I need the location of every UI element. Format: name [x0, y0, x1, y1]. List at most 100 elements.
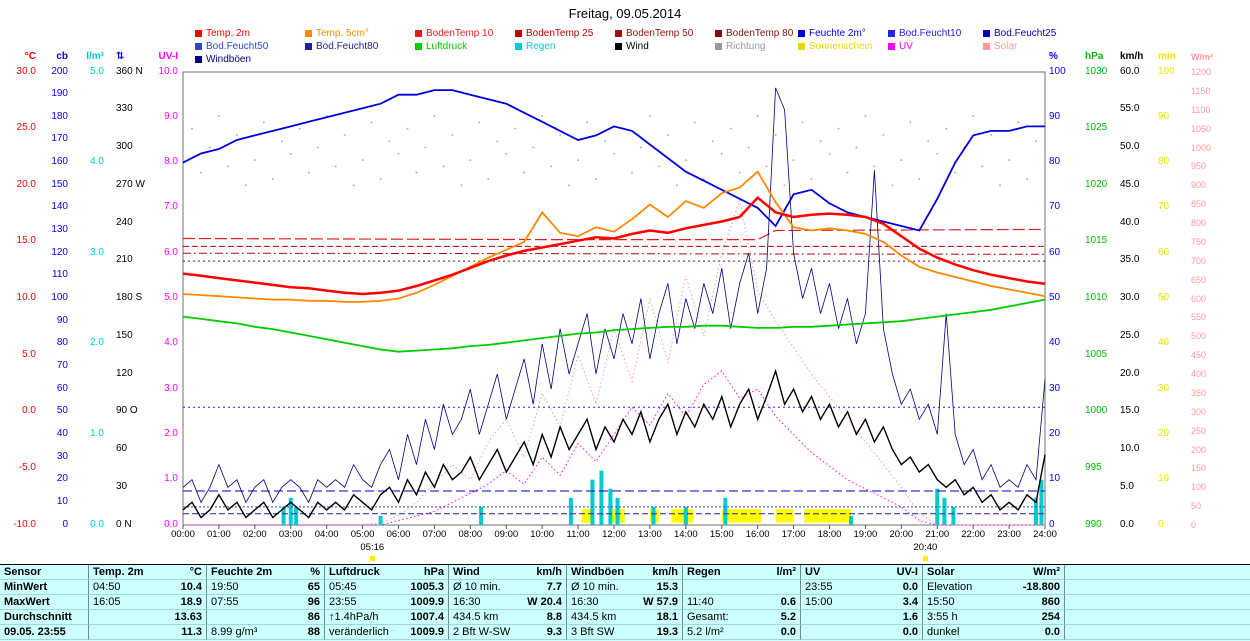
series-richtung — [505, 152, 508, 155]
series-richtung — [352, 184, 355, 187]
legend-item-label: Richtung — [726, 40, 766, 52]
axis-label-cb: 100 — [51, 292, 68, 303]
x-tick-label: 15:00 — [709, 529, 734, 540]
x-tick-label: 02:00 — [242, 529, 267, 540]
axis-label-cb: 80 — [56, 337, 68, 349]
x-tick-label: 01:00 — [207, 529, 231, 540]
series-richtung — [379, 177, 382, 180]
axis-label-dir: 0 N — [116, 518, 132, 530]
series-richtung — [190, 127, 193, 130]
series-richtung — [460, 184, 463, 187]
series-richtung — [846, 171, 849, 174]
series-sonnenschein — [671, 509, 694, 523]
axis-label-sunmin: 10 — [1158, 473, 1170, 485]
axis-label-dir: 150 — [116, 329, 133, 341]
series-richtung — [262, 121, 265, 124]
legend-swatch-icon — [888, 30, 895, 37]
table-cell-label — [682, 580, 746, 595]
table-filler — [1064, 595, 1250, 610]
legend-item-label: Feuchte 2m° — [809, 27, 866, 39]
series-richtung — [334, 165, 337, 168]
x-tick-label: 05:00 — [350, 529, 375, 540]
series-feuchte2m — [182, 89, 1045, 232]
axis-label-pct: 50 — [1049, 292, 1061, 303]
table-cell-value: 96 — [274, 595, 324, 610]
table-cell-label: 434.5 km — [566, 610, 628, 625]
axis-label-wm2: 350 — [1191, 387, 1207, 398]
table-cell-value: W 57.9 — [628, 595, 682, 610]
series-richtung — [199, 171, 202, 174]
plot-border — [182, 71, 1046, 526]
series-richtung — [253, 159, 256, 162]
table-cell-value: 0.0 — [994, 625, 1064, 640]
series-richtung — [226, 165, 229, 168]
table-cell-value: 1.6 — [866, 610, 922, 625]
axis-label-kmh: 0.0 — [1120, 518, 1134, 530]
series-richtung — [280, 140, 283, 143]
axis-label-temp-c: -5.0 — [18, 461, 36, 473]
axis-label-cb: 40 — [56, 427, 68, 439]
axis-label-temp-c: -10.0 — [13, 518, 36, 530]
axis-label-cb: 130 — [51, 224, 68, 236]
series-regen — [615, 497, 620, 525]
table-header-unit: °C — [152, 565, 206, 580]
table-cell-label: 2 Bft W-SW — [448, 625, 510, 640]
legend-item: Bod.Feucht50 — [195, 40, 305, 53]
x-tick-label: 17:00 — [781, 529, 806, 540]
series-regen — [378, 515, 383, 525]
series-richtung — [927, 140, 930, 143]
legend-item-label: Solar — [994, 40, 1018, 52]
axis-label-lm2: 1.0 — [90, 427, 104, 439]
series-wind — [182, 368, 1046, 519]
series-regen — [590, 479, 595, 525]
series-richtung — [433, 115, 436, 118]
axis-label-dir: 240 — [116, 216, 133, 228]
table-header-group: Feuchte 2m — [206, 565, 274, 580]
table-cell-value: 3.4 — [866, 595, 922, 610]
legend-item-label: Wind — [626, 40, 649, 52]
table-cell-value: 1009.9 — [394, 595, 448, 610]
axis-label-kmh: 35.0 — [1120, 254, 1140, 266]
axis-header-kmh: km/h — [1120, 51, 1144, 62]
series-richtung — [442, 165, 445, 168]
axis-label-uvi: 0.0 — [164, 518, 178, 530]
table-cell-label: 16:05 — [88, 595, 152, 610]
table-cell-value: 18.9 — [152, 595, 206, 610]
table-cell-value: 11.3 — [152, 625, 206, 640]
x-tick-label: 13:00 — [638, 529, 662, 540]
axis-label-wm2: 550 — [1191, 312, 1207, 323]
table-header-group: Wind — [448, 565, 510, 580]
series-regen — [288, 497, 293, 525]
series-richtung — [981, 165, 984, 168]
axis-label-pct: 80 — [1049, 156, 1061, 168]
axis-label-pct: 60 — [1049, 246, 1061, 258]
legend-swatch-icon — [798, 43, 805, 50]
legend-item: Bod.Feucht80 — [305, 40, 415, 53]
axis-label-sunmin: 60 — [1158, 246, 1170, 258]
axis-label-dir: 300 — [116, 141, 133, 152]
axis-label-wm2: 750 — [1191, 236, 1207, 247]
table-header-group: UV — [800, 565, 866, 580]
sun-marker-icon — [369, 556, 375, 561]
series-richtung — [765, 165, 768, 168]
axis-label-sunmin: 100 — [1158, 65, 1175, 77]
table-header-group: Luftdruck — [324, 565, 394, 580]
table-cell-label — [88, 610, 152, 625]
series-richtung — [864, 115, 867, 118]
table-cell-label: 16:30 — [566, 595, 628, 610]
series-regen — [1034, 497, 1039, 525]
series-sonnenschein — [581, 509, 593, 523]
table-header-unit: % — [274, 565, 324, 580]
series-richtung — [711, 140, 714, 143]
series-richtung — [999, 184, 1002, 187]
table-cell-label: 15:00 — [800, 595, 866, 610]
legend-item: Windböen — [195, 53, 305, 66]
series-richtung — [630, 171, 633, 174]
axis-label-uvi: 5.0 — [164, 292, 178, 303]
axis-label-lm2: 2.0 — [90, 337, 104, 349]
series-windboeen — [182, 87, 1046, 504]
legend-item: Richtung — [715, 40, 798, 53]
legend-swatch-icon — [195, 56, 202, 63]
axis-label-hpa: 995 — [1085, 461, 1102, 473]
